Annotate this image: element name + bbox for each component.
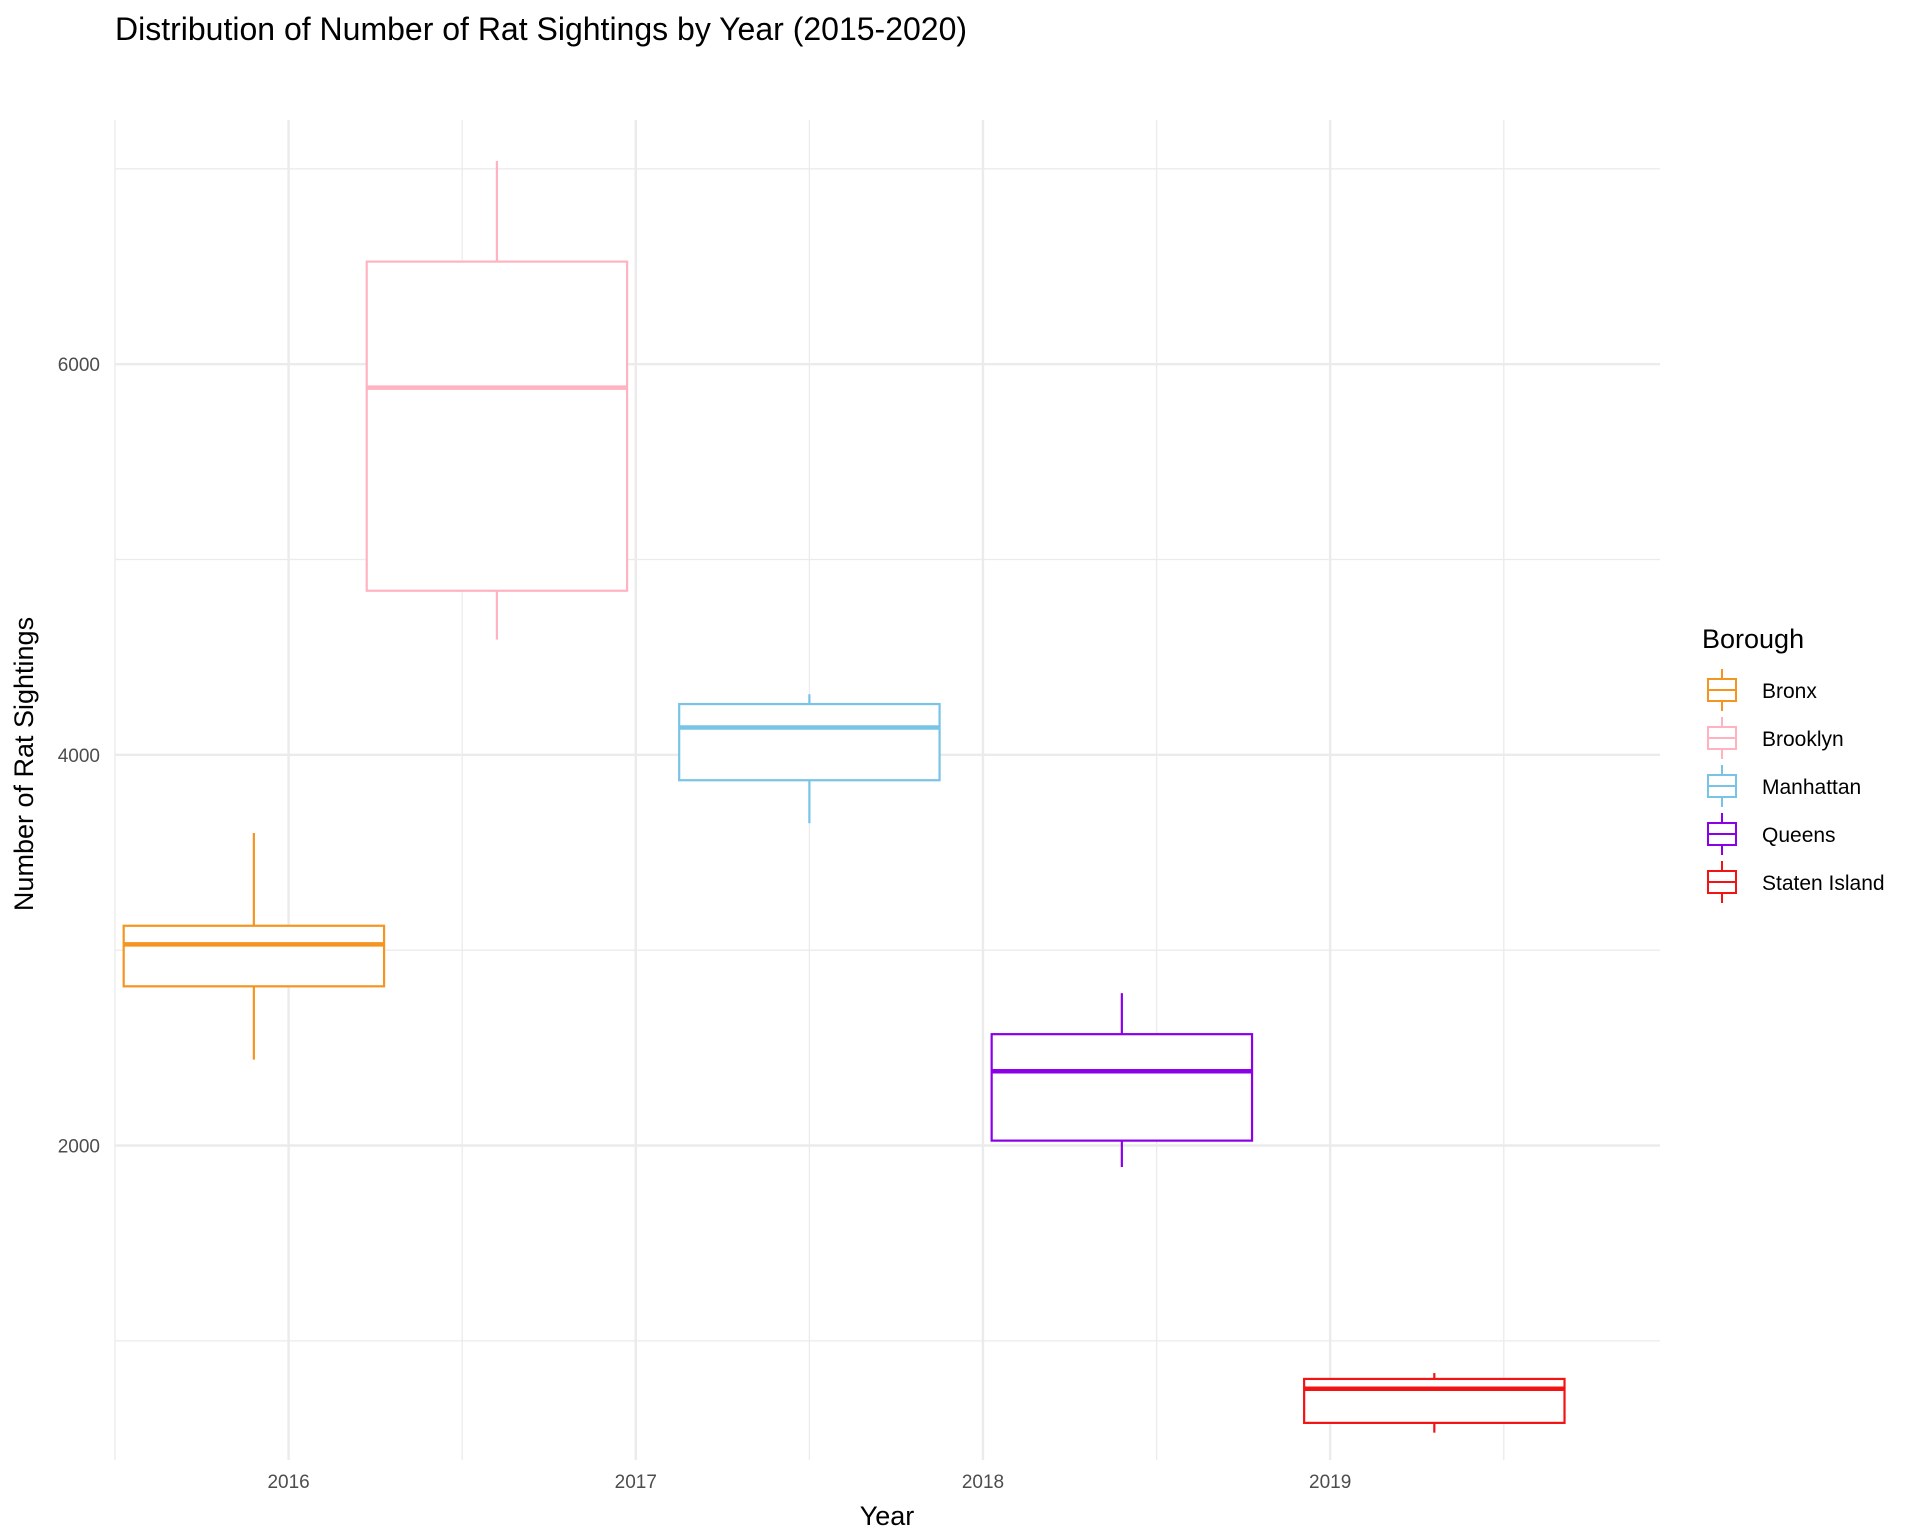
x-axis-ticks: 2016 2017 2018 2019: [267, 1472, 1351, 1493]
y-axis-ticks: 2000 4000 6000: [58, 355, 100, 1157]
box-iqr: [365, 260, 629, 592]
y-axis-title: Number of Rat Sightings: [9, 617, 39, 911]
chart-title: Distribution of Number of Rat Sightings …: [115, 11, 967, 47]
box-iqr: [990, 1033, 1254, 1142]
legend: Borough Bronx Brooklyn Manhattan Queens Stat…: [1702, 624, 1885, 903]
box-iqr: [678, 702, 941, 782]
box-iqr: [122, 924, 386, 988]
legend-item-brooklyn: Brooklyn: [1707, 717, 1844, 759]
legend-label: Queens: [1762, 824, 1836, 847]
legend-title: Borough: [1702, 624, 1804, 654]
box-staten-island: [1303, 1373, 1566, 1433]
legend-item-bronx: Bronx: [1707, 669, 1817, 711]
legend-item-queens: Queens: [1707, 813, 1836, 855]
legend-label: Staten Island: [1762, 872, 1885, 895]
y-tick-label: 2000: [58, 1137, 100, 1158]
x-tick-label: 2017: [615, 1472, 657, 1493]
y-tick-label: 6000: [58, 355, 100, 376]
y-tick-label: 4000: [58, 746, 100, 767]
x-axis-title: Year: [860, 1501, 915, 1531]
legend-item-staten-island: Staten Island: [1707, 861, 1885, 903]
x-tick-label: 2019: [1309, 1472, 1351, 1493]
plot-boxes: [122, 161, 1566, 1433]
x-tick-label: 2018: [962, 1472, 1004, 1493]
box-bronx: [122, 832, 386, 1060]
legend-label: Bronx: [1762, 680, 1817, 703]
legend-item-manhattan: Manhattan: [1707, 765, 1861, 807]
plot-grid: [114, 120, 1660, 1460]
box-manhattan: [678, 694, 941, 824]
box-queens: [990, 993, 1254, 1167]
x-tick-label: 2016: [267, 1472, 309, 1493]
legend-label: Brooklyn: [1762, 728, 1844, 751]
legend-label: Manhattan: [1762, 776, 1861, 799]
box-iqr: [1303, 1377, 1566, 1424]
box-brooklyn: [365, 161, 629, 640]
